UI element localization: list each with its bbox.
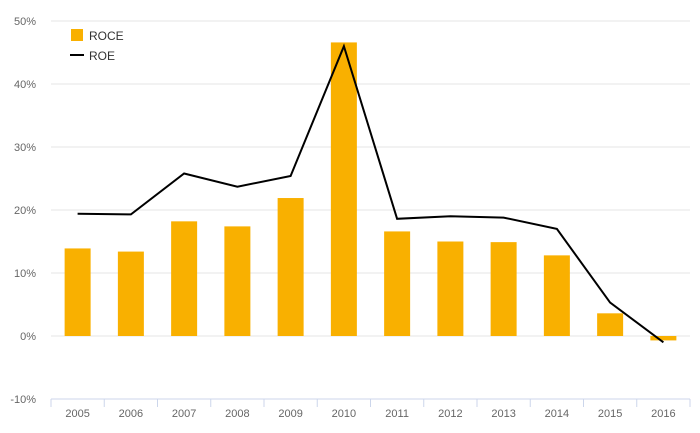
bar-roce [277, 198, 304, 336]
x-axis: 2005 2006 2007 2008 2009 2010 2011 2012 2013 2014… [50, 398, 691, 420]
x-tick-label: 2014 [545, 408, 569, 420]
y-tick-label: 20% [14, 205, 36, 217]
y-axis-ticks: -10% 0% 10% 20% 30% 40% 50% [10, 16, 36, 406]
x-tick-label: 2005 [65, 408, 89, 420]
roce-bars [64, 42, 677, 341]
y-tick-label: 30% [14, 142, 36, 154]
bar-roce [437, 241, 464, 336]
roe-line-group [77, 43, 664, 344]
y-tick-label: 10% [14, 268, 36, 280]
x-tick-label: 2010 [332, 408, 356, 420]
bar-roce [650, 336, 677, 341]
x-tick-label: 2008 [225, 408, 249, 420]
x-tick-label: 2011 [385, 408, 409, 420]
bar-roce [224, 226, 251, 336]
x-tick-label: 2012 [438, 408, 462, 420]
x-tick-label: 2009 [278, 408, 302, 420]
bar-roce [171, 221, 198, 336]
legend-swatch-roce [71, 29, 83, 41]
y-tick-label: 50% [14, 16, 36, 28]
x-tick-label: 2006 [119, 408, 143, 420]
x-tick-label: 2015 [598, 408, 622, 420]
y-tick-label: -10% [10, 394, 36, 406]
y-tick-label: 0% [20, 331, 36, 343]
roe-line [77, 43, 664, 344]
bar-roce [117, 251, 144, 336]
bar-roce [330, 42, 357, 337]
legend: ROCE ROE [70, 29, 124, 63]
bar-roce [543, 255, 570, 336]
x-tick-label: 2007 [172, 408, 196, 420]
y-tick-label: 40% [14, 79, 36, 91]
bar-roce [490, 242, 517, 336]
bar-roce [597, 313, 624, 336]
x-tick-label: 2016 [651, 408, 675, 420]
bar-roce [64, 248, 91, 336]
legend-label-roe: ROE [89, 49, 115, 63]
bar-roce [384, 231, 411, 336]
gridlines [51, 20, 690, 337]
legend-label-roce: ROCE [89, 29, 124, 43]
x-tick-label: 2013 [491, 408, 515, 420]
